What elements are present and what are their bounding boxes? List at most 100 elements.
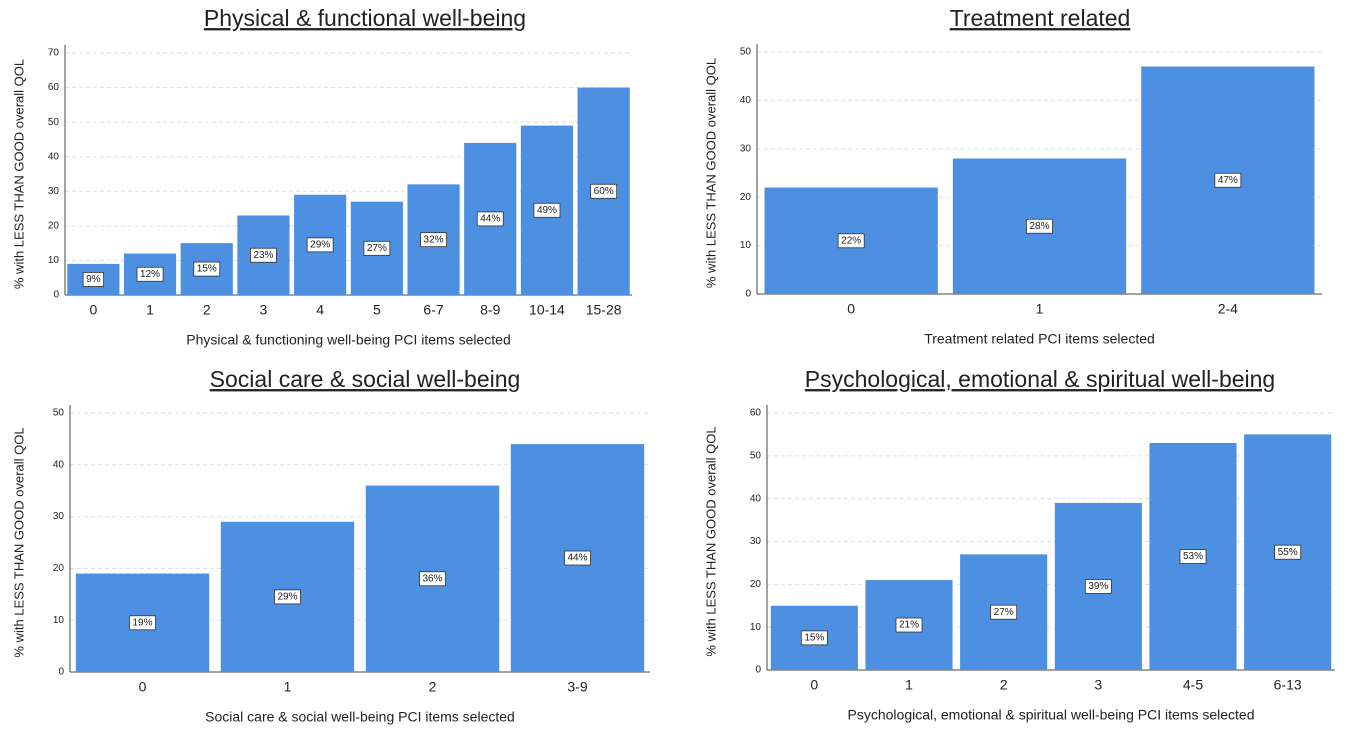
value-label: 55% [1278, 547, 1298, 558]
value-label-box [193, 261, 221, 277]
value-label-box [363, 240, 391, 256]
x-tick-label: 1 [146, 302, 154, 318]
x-tick-label: 4 [316, 302, 324, 318]
value-label-box [1179, 549, 1207, 564]
value-label-box [837, 233, 865, 249]
value-label-box [476, 211, 504, 227]
value-label-box [306, 237, 334, 253]
x-tick-label: 1 [1036, 301, 1044, 317]
x-axis-label: Social care & social well-being PCI item… [205, 709, 515, 725]
y-tick-label: 60 [48, 82, 60, 93]
value-label-box [895, 617, 923, 633]
value-label-box [136, 266, 164, 282]
x-axis-label: Psychological, emotional & spiritual wel… [848, 707, 1255, 723]
y-axis-label: % with LESS THAN GOOD overall QOL [11, 59, 26, 289]
chart-title: Physical & functional well-being [204, 5, 526, 31]
value-label-box [82, 272, 104, 287]
y-tick-label: 30 [53, 511, 65, 522]
value-label-box [590, 183, 618, 199]
value-label-box [990, 604, 1018, 620]
value-label: 22% [841, 235, 861, 246]
value-label-box [274, 589, 301, 605]
y-tick-label: 40 [750, 493, 762, 504]
value-label: 27% [994, 607, 1014, 618]
y-tick-label: 20 [750, 579, 762, 590]
value-label: 28% [1029, 221, 1049, 232]
y-tick-label: 60 [750, 408, 762, 419]
x-tick-label: 2 [1000, 677, 1008, 693]
x-tick-label: 0 [89, 302, 97, 318]
value-label-box [419, 571, 446, 587]
y-tick-label: 10 [740, 240, 752, 251]
value-label: 53% [1183, 551, 1203, 562]
value-label-box [1274, 544, 1302, 560]
chart-title: Treatment related [950, 5, 1131, 31]
value-label-box [800, 630, 828, 646]
y-tick-label: 50 [740, 47, 752, 58]
x-tick-label: 0 [810, 677, 818, 693]
value-label-box [250, 247, 277, 263]
y-tick-label: 50 [48, 117, 60, 128]
x-tick-label: 8-9 [480, 302, 500, 318]
y-tick-label: 10 [48, 255, 60, 266]
y-tick-label: 40 [740, 95, 752, 106]
value-label: 21% [899, 620, 919, 631]
value-label: 23% [253, 250, 273, 261]
y-tick-label: 20 [740, 192, 752, 203]
y-tick-label: 40 [53, 459, 65, 470]
value-label: 12% [140, 269, 160, 280]
y-axis-label: % with LESS THAN GOOD overall QOL [703, 426, 718, 656]
y-tick-label: 10 [750, 622, 762, 633]
value-label: 39% [1088, 581, 1108, 592]
y-tick-label: 0 [755, 665, 761, 676]
x-tick-label: 15-28 [586, 302, 622, 318]
x-axis-label: Treatment related PCI items selected [924, 331, 1155, 347]
value-label-box [1084, 579, 1112, 594]
y-tick-label: 0 [53, 290, 59, 301]
y-tick-label: 40 [48, 151, 60, 162]
value-label-box [420, 232, 447, 248]
y-tick-label: 50 [750, 450, 762, 461]
value-label: 19% [132, 617, 152, 628]
y-tick-label: 20 [53, 563, 65, 574]
value-label-box [533, 202, 561, 218]
x-tick-label: 6-7 [423, 302, 443, 318]
value-label: 44% [480, 214, 500, 225]
y-tick-label: 30 [750, 536, 762, 547]
y-tick-label: 20 [48, 220, 60, 231]
y-tick-label: 70 [48, 48, 60, 59]
value-label: 32% [424, 234, 444, 245]
x-tick-label: 6-13 [1274, 677, 1302, 693]
value-label-box [564, 550, 591, 566]
value-label: 15% [804, 633, 824, 644]
value-label: 36% [422, 573, 442, 584]
x-tick-label: 5 [373, 302, 381, 318]
y-axis-label: % with LESS THAN GOOD overall QOL [703, 58, 718, 288]
x-tick-label: 1 [905, 677, 913, 693]
y-tick-label: 30 [740, 143, 752, 154]
value-label: 29% [310, 240, 330, 251]
y-tick-label: 30 [48, 186, 60, 197]
x-tick-label: 1 [284, 679, 292, 695]
y-tick-label: 0 [58, 667, 64, 678]
x-axis-label: Physical & functioning well-being PCI it… [186, 332, 511, 348]
x-tick-label: 2 [203, 302, 211, 318]
y-tick-label: 50 [53, 408, 65, 419]
value-label: 44% [567, 553, 587, 564]
value-label: 60% [594, 186, 614, 197]
value-label-box [129, 615, 156, 631]
value-label-box [1214, 172, 1242, 188]
value-label: 29% [277, 592, 297, 603]
chart-title: Social care & social well-being [210, 366, 521, 392]
x-tick-label: 3 [260, 302, 268, 318]
y-tick-label: 0 [745, 289, 751, 300]
x-tick-label: 0 [139, 679, 147, 695]
x-tick-label: 3 [1094, 677, 1102, 693]
chart-title: Psychological, emotional & spiritual wel… [805, 366, 1275, 392]
y-axis-label: % with LESS THAN GOOD overall QOL [11, 427, 26, 657]
value-label-box [1026, 218, 1053, 234]
x-tick-label: 2-4 [1218, 301, 1238, 317]
x-tick-label: 3-9 [567, 679, 587, 695]
y-tick-label: 10 [53, 615, 65, 626]
